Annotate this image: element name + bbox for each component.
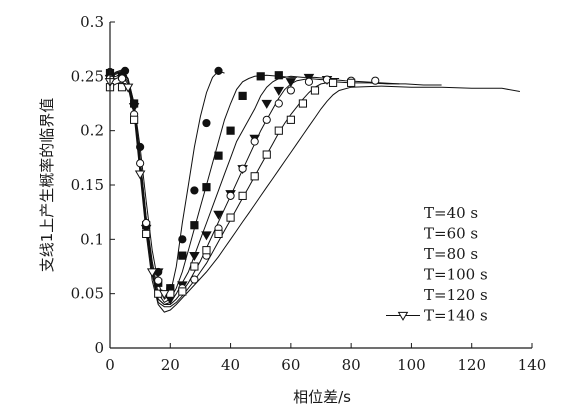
- y-tick-label: 0.3: [80, 13, 104, 31]
- data-point: [238, 91, 247, 100]
- legend-entry: T=120 s: [424, 286, 488, 304]
- y-tick-label: 0.2: [80, 122, 104, 140]
- x-tick-label: 60: [281, 356, 300, 374]
- data-point: [128, 103, 140, 113]
- x-axis-label: 相位差/s: [293, 388, 351, 406]
- legend-entry: T=100 s: [424, 266, 488, 284]
- data-point: [154, 276, 163, 285]
- data-point: [273, 86, 285, 96]
- legend-entry: T=80 s: [424, 245, 478, 263]
- series-line: [109, 71, 340, 306]
- y-tick-label: 0.15: [71, 176, 104, 194]
- legend-entry: T=40 s: [424, 204, 478, 222]
- data-point: [347, 78, 356, 87]
- data-point: [298, 99, 308, 108]
- data-point: [250, 137, 259, 146]
- data-point: [310, 86, 320, 95]
- y-tick-label: 0.1: [80, 230, 104, 248]
- data-point: [214, 151, 223, 160]
- data-point: [274, 99, 283, 108]
- x-tick-label: 140: [518, 356, 547, 374]
- data-point: [256, 72, 265, 81]
- data-point: [250, 172, 259, 181]
- data-point: [261, 99, 273, 109]
- data-point: [274, 71, 283, 80]
- data-point: [190, 275, 199, 284]
- data-point: [142, 218, 151, 228]
- legend: T=40 s T=60 s T=80 s T=100 s T=120 s T=140 s: [386, 204, 488, 325]
- legend-entry: T=140 s: [424, 307, 488, 325]
- data-point: [214, 66, 223, 76]
- data-point: [213, 210, 224, 220]
- data-point: [178, 235, 187, 244]
- data-point: [226, 191, 235, 200]
- data-point: [178, 287, 187, 296]
- data-point: [214, 229, 223, 239]
- y-tick-label: 0.25: [71, 67, 104, 85]
- x-tick-label: 40: [221, 356, 240, 374]
- data-point: [238, 191, 247, 200]
- data-point: [190, 262, 199, 271]
- data-point: [285, 78, 297, 88]
- legend-entry: T=60 s: [424, 225, 478, 243]
- y-tick-label: 0.05: [71, 285, 104, 303]
- data-point: [226, 213, 235, 222]
- data-point: [134, 170, 146, 180]
- data-point: [286, 115, 295, 124]
- x-tick-label: 0: [105, 356, 115, 374]
- data-point: [142, 229, 151, 239]
- y-axis-label: 支线1上产生概率的临界值: [38, 98, 56, 273]
- data-point: [226, 126, 235, 135]
- data-point: [190, 186, 199, 195]
- data-point: [189, 252, 200, 262]
- data-point: [201, 231, 212, 241]
- data-point: [202, 118, 211, 128]
- data-point: [328, 78, 338, 87]
- data-point: [202, 183, 211, 192]
- data-point: [178, 251, 187, 260]
- data-point: [190, 221, 199, 230]
- data-point: [371, 76, 380, 85]
- data-point: [262, 115, 271, 124]
- data-point: [122, 83, 134, 93]
- ticks: 0 20 40 60 80 100 120 140 0 0.05 0.1 0.15 0.2 0.25 0.3: [71, 13, 547, 374]
- data-point: [146, 268, 158, 278]
- x-tick-label: 120: [457, 356, 486, 374]
- x-tick-label: 20: [161, 356, 180, 374]
- data-point: [117, 74, 127, 83]
- data-point: [136, 159, 145, 168]
- legend-marker: [397, 311, 409, 321]
- data-point: [136, 142, 145, 152]
- data-point: [238, 164, 247, 173]
- data-point: [202, 246, 211, 255]
- data-point: [274, 126, 283, 135]
- data-point: [262, 150, 271, 159]
- data-point: [158, 290, 170, 300]
- y-tick-label: 0: [94, 339, 104, 357]
- plot-markers: [104, 66, 380, 305]
- x-tick-label: 100: [397, 356, 426, 374]
- data-point: [130, 115, 139, 124]
- data-point: [304, 77, 314, 86]
- data-point: [286, 86, 295, 95]
- series-line: [109, 73, 400, 305]
- x-tick-label: 80: [342, 356, 361, 374]
